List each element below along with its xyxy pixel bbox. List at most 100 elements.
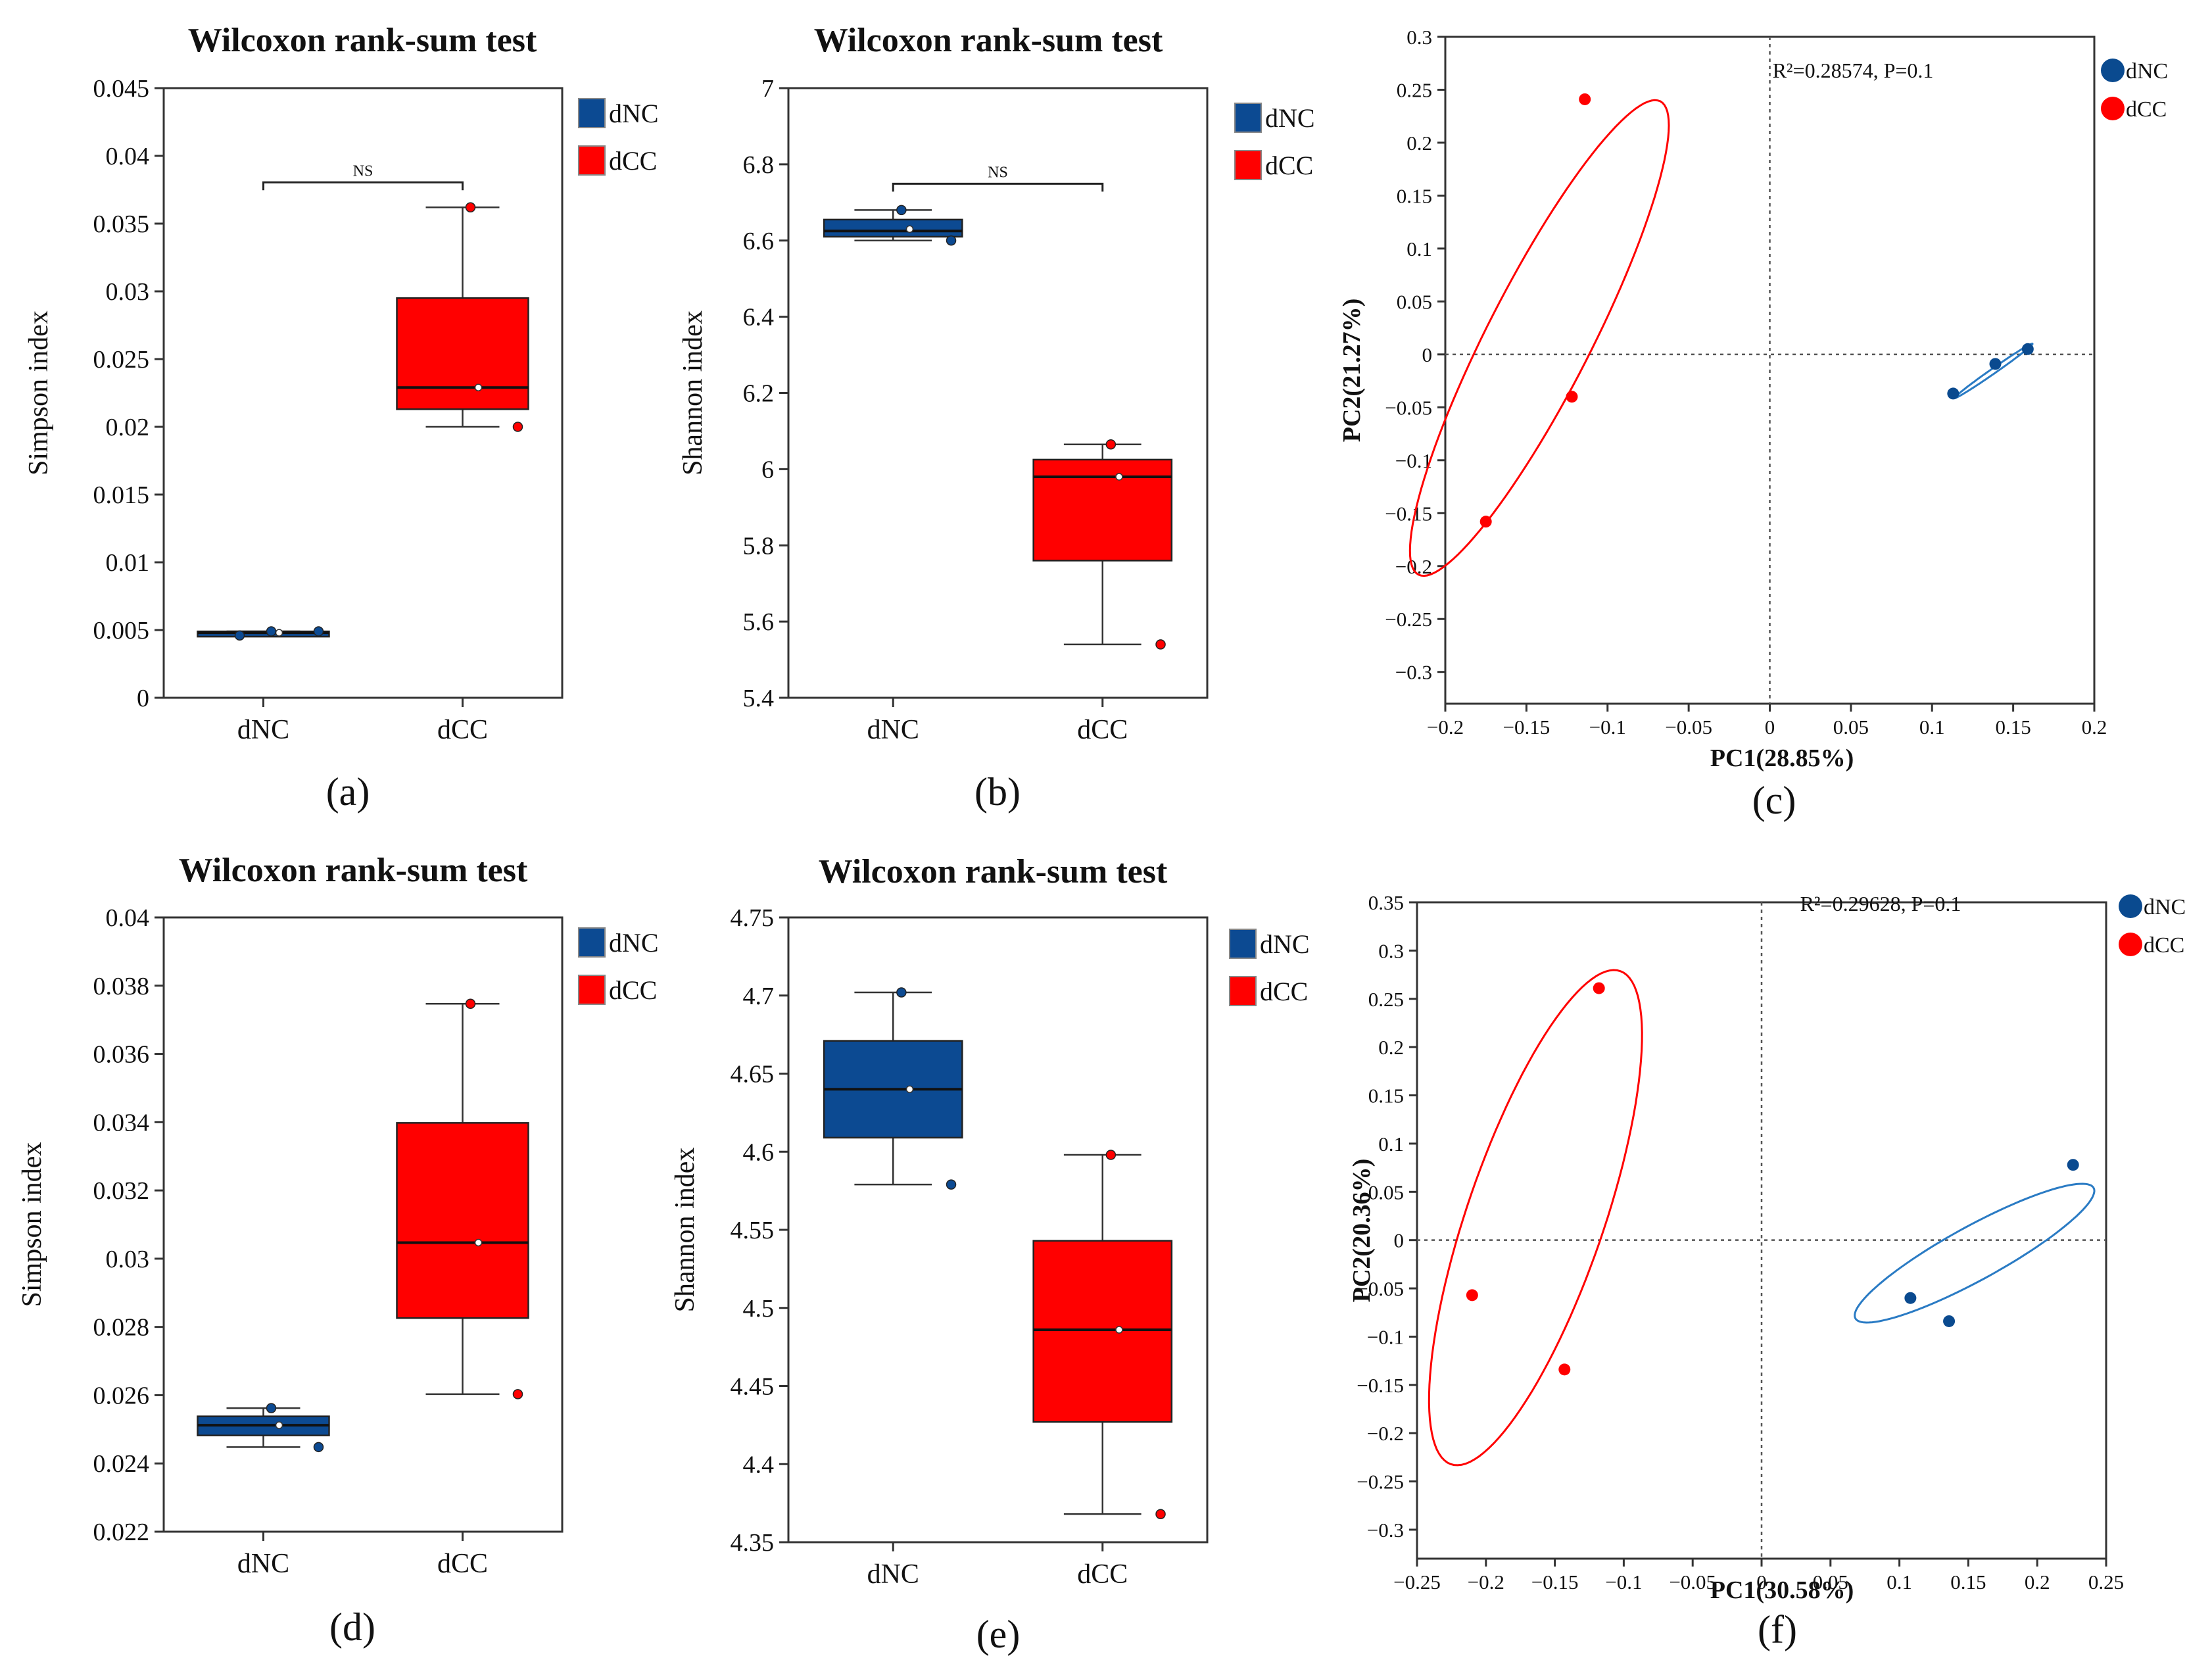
x-tick-label: −0.15 xyxy=(1503,716,1551,739)
iqr-box xyxy=(1032,458,1173,562)
x-axis-label: PC1(28.85%) xyxy=(1710,744,1854,772)
x-tick-label: dCC xyxy=(1077,1559,1128,1590)
data-point xyxy=(512,1389,523,1399)
sample-point xyxy=(1593,982,1605,994)
data-point xyxy=(313,626,324,637)
series-dCC xyxy=(1408,93,1670,577)
y-tick-label: 0.034 xyxy=(93,1109,150,1136)
x-tick-label: 0.05 xyxy=(1833,716,1869,739)
panel-d: Wilcoxon rank-sum test 0.022 0.024 0.026 0.0… xyxy=(17,852,659,1649)
y-tick-label: 0.025 xyxy=(93,346,150,374)
bracket-line xyxy=(892,182,1104,192)
sample-point xyxy=(1989,358,2002,370)
y-axis-label: PC2(21.27%) xyxy=(1338,299,1366,442)
chart-title: Wilcoxon rank-sum test xyxy=(179,852,528,889)
x-tick-label: −0.05 xyxy=(1669,1570,1716,1594)
x-tick-label: dNC xyxy=(237,715,289,745)
y-tick-label: 6.4 xyxy=(743,304,775,331)
panel-label: (c) xyxy=(1752,779,1796,822)
y-tick-label: −0.1 xyxy=(1367,1325,1404,1348)
series-dNC xyxy=(1854,1159,2096,1327)
legend: dNC dCC xyxy=(2119,894,2186,958)
legend: dNC dCC xyxy=(1229,929,1310,1006)
box-dCC xyxy=(396,998,529,1399)
y-tick-label: −0.25 xyxy=(1357,1471,1404,1494)
confidence-ellipse-dNC xyxy=(1854,1182,2096,1324)
x-tick-label: −0.15 xyxy=(1531,1570,1579,1594)
data-point xyxy=(1155,639,1166,650)
legend-marker-dNC xyxy=(2101,59,2125,82)
data-point xyxy=(465,202,476,213)
mean-point xyxy=(474,383,483,392)
y-tick-label: 0.015 xyxy=(93,481,150,509)
y-tick-label: 7 xyxy=(761,75,774,103)
sample-point xyxy=(1579,93,1591,105)
y-tick-label: 0.045 xyxy=(93,75,150,103)
y-tick-label: −0.15 xyxy=(1385,502,1432,525)
y-tick-label: 0.05 xyxy=(1397,290,1432,313)
y-tick-label: −0.05 xyxy=(1385,396,1432,419)
stats-annotation: R²=0.29628, P=0.1 xyxy=(1800,892,1961,915)
legend-label-dNC: dNC xyxy=(609,99,659,128)
x-axis-label: PC1(30.58%) xyxy=(1710,1576,1854,1604)
y-tick-label: 0.3 xyxy=(1407,26,1432,49)
sample-point xyxy=(1943,1315,1956,1327)
y-tick-label: 0.035 xyxy=(93,210,150,238)
mean-point xyxy=(275,1421,283,1429)
data-point xyxy=(465,998,476,1010)
sample-point xyxy=(1558,1363,1571,1376)
y-tick-label: 0.03 xyxy=(106,1246,150,1273)
panel-label: (b) xyxy=(974,770,1021,814)
legend-marker-dCC xyxy=(2101,97,2125,120)
y-tick-label: 0.2 xyxy=(1407,132,1432,155)
mean-point xyxy=(1115,473,1123,481)
x-tick-label: 0.1 xyxy=(1887,1570,1912,1594)
y-tick-label: 4.7 xyxy=(743,983,775,1010)
box-dCC xyxy=(1032,1150,1173,1519)
legend-swatch-dCC xyxy=(1229,976,1257,1006)
y-tick-label: −0.25 xyxy=(1385,608,1432,631)
sample-point xyxy=(1466,1289,1478,1302)
legend-swatch-dNC xyxy=(1234,103,1262,133)
data-point xyxy=(946,235,957,246)
legend-label-dNC: dNC xyxy=(609,928,659,958)
y-tick-label: −0.2 xyxy=(1395,555,1432,578)
chart-title: Wilcoxon rank-sum test xyxy=(188,22,537,59)
data-point xyxy=(1105,1150,1117,1160)
data-point xyxy=(313,1442,324,1453)
y-tick-label: 4.4 xyxy=(743,1451,775,1478)
confidence-ellipse-dCC xyxy=(1428,969,1643,1467)
x-tick-label: −0.1 xyxy=(1605,1570,1642,1594)
panel-label: (d) xyxy=(329,1605,375,1649)
y-tick-label: 0.01 xyxy=(106,549,150,577)
series-dNC xyxy=(1947,342,2034,400)
y-tick-label: 4.6 xyxy=(743,1138,775,1166)
y-tick-label: 0.1 xyxy=(1378,1132,1404,1156)
y-tick-label: 0.032 xyxy=(93,1177,150,1205)
x-tick-label: −0.2 xyxy=(1468,1570,1504,1594)
panel-label: (a) xyxy=(326,770,370,814)
x-tick-label: 0.25 xyxy=(2088,1570,2124,1594)
legend-swatch-dNC xyxy=(578,927,606,958)
x-tick-label: −0.25 xyxy=(1393,1570,1441,1594)
legend-label-dNC: dNC xyxy=(1260,929,1310,959)
data-point xyxy=(946,1179,957,1190)
data-point xyxy=(1155,1509,1166,1519)
data-point xyxy=(1105,439,1117,450)
panel-e: Wilcoxon rank-sum test 4.35 4.4 4.45 4.5 4.55… xyxy=(670,853,1310,1656)
x-tick-label: 0.15 xyxy=(1950,1570,1986,1594)
x-tick-label: 0 xyxy=(1765,716,1775,739)
significance-bracket: NS xyxy=(892,164,1104,192)
y-tick-label: 0.2 xyxy=(1378,1036,1404,1059)
plot-frame xyxy=(162,916,564,1533)
sample-point xyxy=(1904,1292,1917,1304)
legend-label-dCC: dCC xyxy=(1260,977,1308,1006)
y-tick-label: 6.2 xyxy=(743,380,775,408)
y-axis-label: Simpson index xyxy=(24,310,54,475)
y-tick-label: 0.02 xyxy=(106,414,150,441)
legend-label-dCC: dCC xyxy=(609,146,657,176)
y-tick-label: 6.6 xyxy=(743,228,775,255)
box-dNC xyxy=(823,987,963,1190)
x-tick-label: 0.1 xyxy=(1919,716,1945,739)
y-tick-label: 0.05 xyxy=(1368,1180,1404,1204)
